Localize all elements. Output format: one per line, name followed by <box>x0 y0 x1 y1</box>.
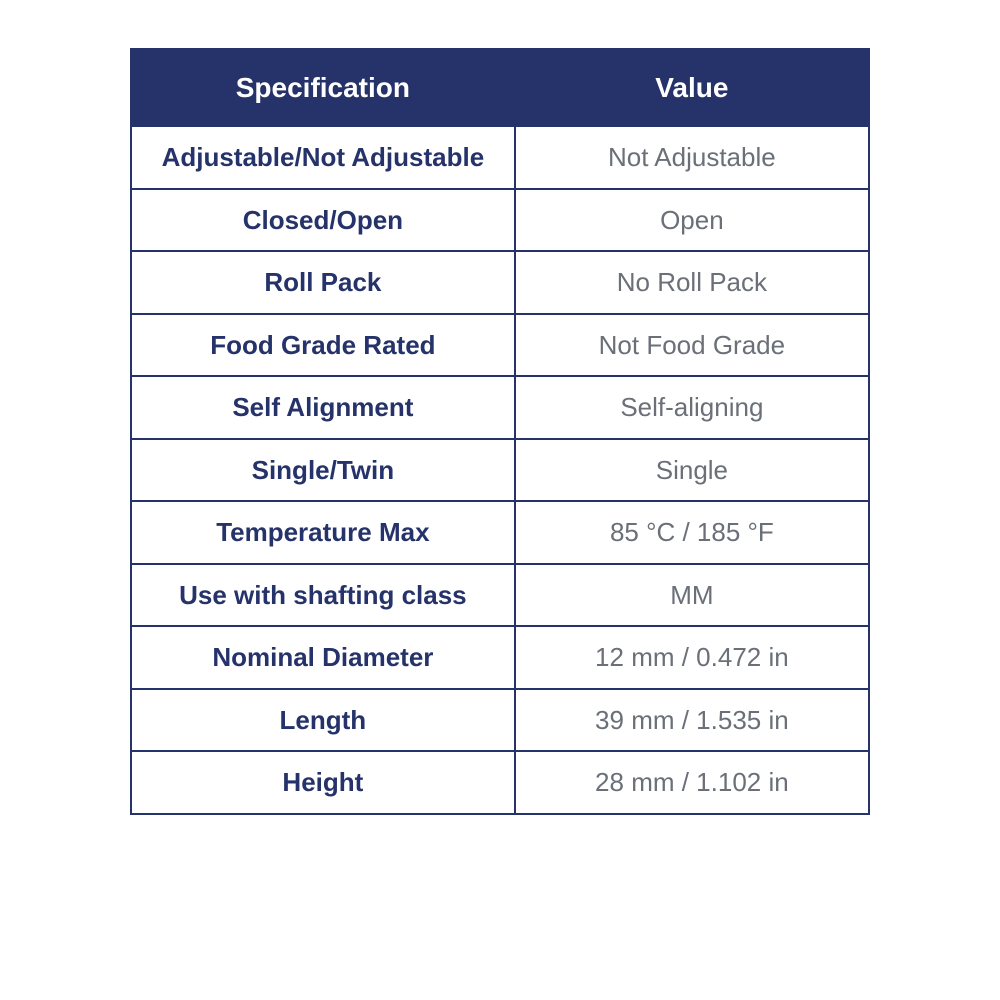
value-cell: Open <box>515 189 869 252</box>
value-cell: Single <box>515 439 869 502</box>
col-header-value: Value <box>515 49 869 126</box>
table-row: Single/Twin Single <box>131 439 869 502</box>
spec-cell: Closed/Open <box>131 189 515 252</box>
value-cell: Not Adjustable <box>515 126 869 189</box>
value-cell: MM <box>515 564 869 627</box>
table-row: Temperature Max 85 °C / 185 °F <box>131 501 869 564</box>
table-row: Food Grade Rated Not Food Grade <box>131 314 869 377</box>
spec-cell: Use with shafting class <box>131 564 515 627</box>
table-header-row: Specification Value <box>131 49 869 126</box>
table-row: Roll Pack No Roll Pack <box>131 251 869 314</box>
spec-cell: Self Alignment <box>131 376 515 439</box>
value-cell: 85 °C / 185 °F <box>515 501 869 564</box>
table-row: Length 39 mm / 1.535 in <box>131 689 869 752</box>
value-cell: Not Food Grade <box>515 314 869 377</box>
spec-cell: Roll Pack <box>131 251 515 314</box>
spec-cell: Nominal Diameter <box>131 626 515 689</box>
table-row: Closed/Open Open <box>131 189 869 252</box>
spec-table: Specification Value Adjustable/Not Adjus… <box>130 48 870 815</box>
table-row: Self Alignment Self-aligning <box>131 376 869 439</box>
spec-table-container: Specification Value Adjustable/Not Adjus… <box>130 48 870 815</box>
table-row: Adjustable/Not Adjustable Not Adjustable <box>131 126 869 189</box>
table-row: Nominal Diameter 12 mm / 0.472 in <box>131 626 869 689</box>
value-cell: 28 mm / 1.102 in <box>515 751 869 814</box>
spec-cell: Single/Twin <box>131 439 515 502</box>
value-cell: 39 mm / 1.535 in <box>515 689 869 752</box>
spec-cell: Adjustable/Not Adjustable <box>131 126 515 189</box>
table-row: Use with shafting class MM <box>131 564 869 627</box>
value-cell: 12 mm / 0.472 in <box>515 626 869 689</box>
table-row: Height 28 mm / 1.102 in <box>131 751 869 814</box>
spec-cell: Height <box>131 751 515 814</box>
spec-cell: Length <box>131 689 515 752</box>
col-header-spec: Specification <box>131 49 515 126</box>
spec-cell: Food Grade Rated <box>131 314 515 377</box>
value-cell: Self-aligning <box>515 376 869 439</box>
value-cell: No Roll Pack <box>515 251 869 314</box>
spec-cell: Temperature Max <box>131 501 515 564</box>
